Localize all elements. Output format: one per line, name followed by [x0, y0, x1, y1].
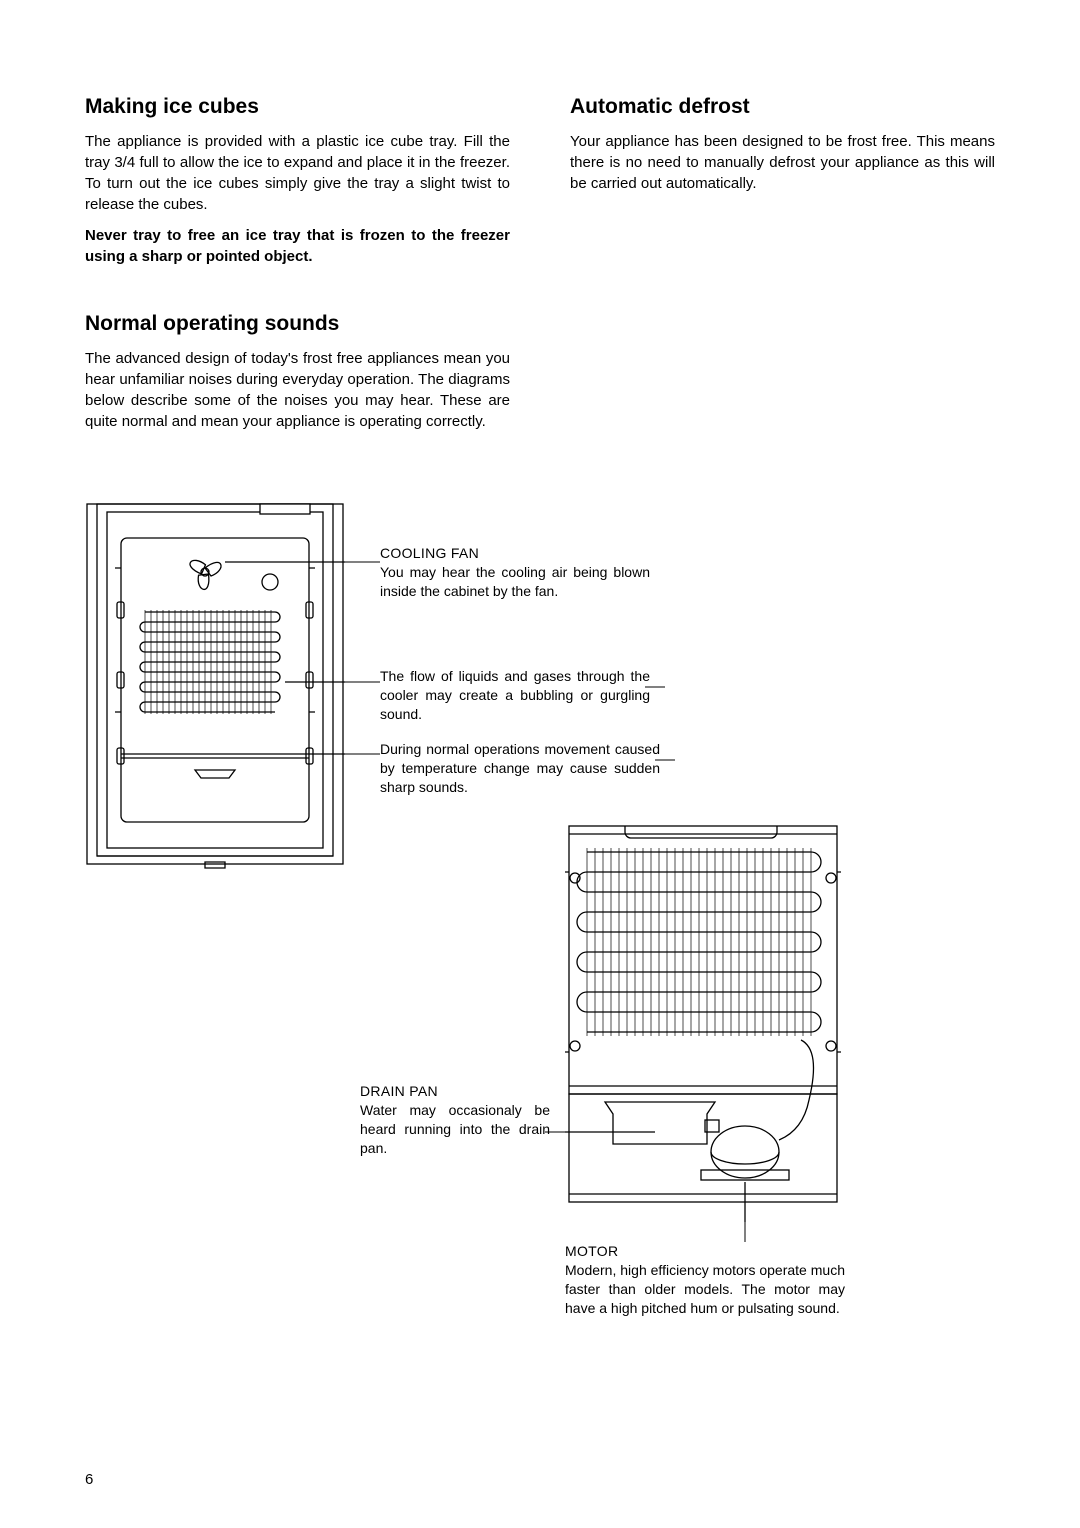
- annotation-liquids: The flow of liquids and gases through th…: [380, 667, 650, 724]
- heading-sounds: Normal operating sounds: [85, 312, 510, 336]
- annotation-cooling-fan-title: COOLING FAN: [380, 544, 650, 563]
- annotation-cooling-fan-text: You may hear the cooling air being blown…: [380, 563, 650, 601]
- para-ice-1: The appliance is provided with a plastic…: [85, 131, 510, 215]
- annotation-drain-pan-text: Water may occasionaly be heard running i…: [360, 1101, 550, 1158]
- appliance-rear-diagram: [565, 822, 845, 1222]
- heading-ice-cubes: Making ice cubes: [85, 95, 510, 119]
- annotation-liquids-text: The flow of liquids and gases through th…: [380, 667, 650, 724]
- page-number: 6: [85, 1471, 93, 1488]
- annotation-movement-text: During normal operations movement caused…: [380, 740, 660, 797]
- annotation-motor-title: MOTOR: [565, 1242, 845, 1261]
- annotation-cooling-fan: COOLING FAN You may hear the cooling air…: [380, 544, 650, 601]
- section-ice-cubes: Making ice cubes The appliance is provid…: [85, 95, 510, 267]
- para-sounds-1: The advanced design of today's frost fre…: [85, 348, 510, 432]
- annotation-movement: During normal operations movement caused…: [380, 740, 660, 797]
- para-ice-2: Never tray to free an ice tray that is f…: [85, 225, 510, 267]
- annotation-drain-pan: DRAIN PAN Water may occasionaly be heard…: [360, 1082, 550, 1158]
- appliance-front-diagram: [85, 502, 345, 872]
- annotation-motor: MOTOR Modern, high efficiency motors ope…: [565, 1242, 845, 1318]
- annotation-motor-text: Modern, high efficiency motors operate m…: [565, 1261, 845, 1318]
- section-defrost: Automatic defrost Your appliance has bee…: [570, 95, 995, 194]
- heading-defrost: Automatic defrost: [570, 95, 995, 119]
- annotation-drain-pan-title: DRAIN PAN: [360, 1082, 550, 1101]
- para-defrost-1: Your appliance has been designed to be f…: [570, 131, 995, 194]
- section-sounds: Normal operating sounds The advanced des…: [85, 312, 510, 432]
